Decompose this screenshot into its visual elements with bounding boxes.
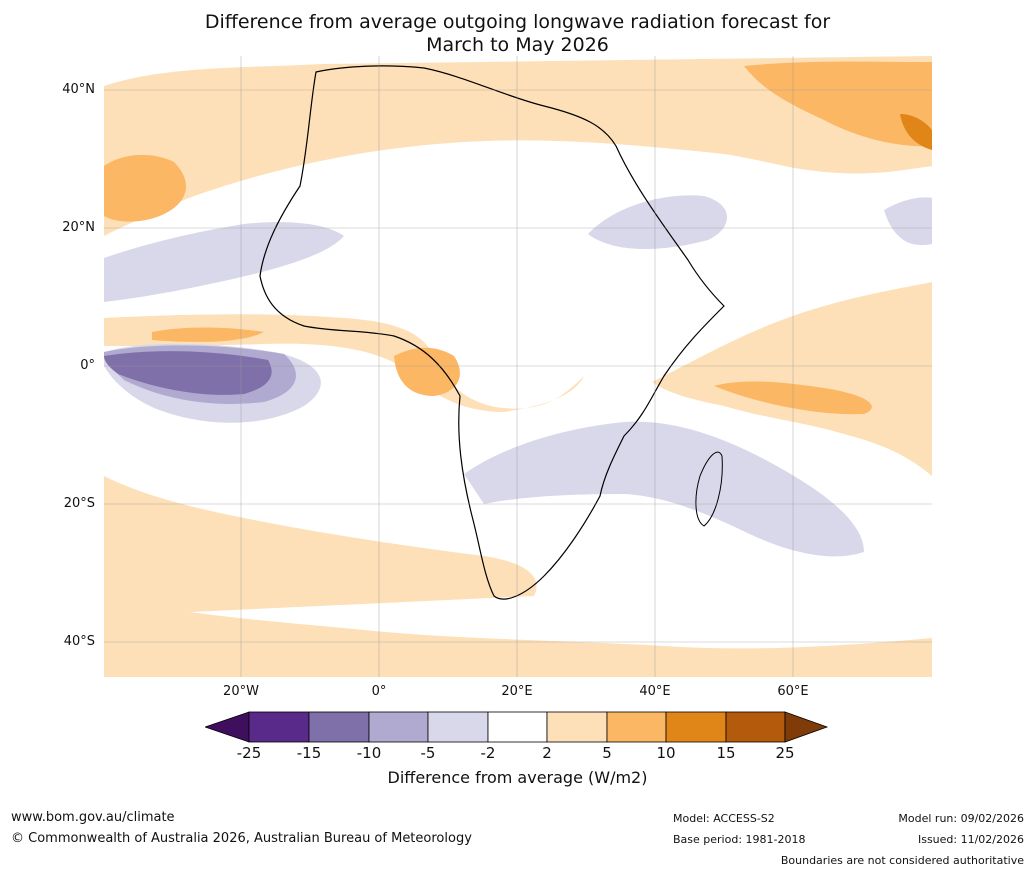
colorbar-segment-5 <box>487 711 548 743</box>
website-link[interactable]: www.bom.gov.au/climate <box>11 810 175 825</box>
lon-label-60e: 60°E <box>777 684 809 699</box>
anomaly-region-red-sea-negative <box>588 195 728 250</box>
colorbar-tick-3: -5 <box>420 744 436 762</box>
anomaly-region-indian-ocean-positive <box>652 282 932 476</box>
anomaly-region-iran-strong <box>900 114 932 150</box>
lat-label-20n: 20°N <box>62 220 95 235</box>
colorbar-segment-10 <box>784 711 829 743</box>
lon-label-20w: 20°W <box>223 684 259 699</box>
base-period-text: Base period: 1981-2018 <box>673 833 806 846</box>
lat-label-0: 0° <box>80 358 95 373</box>
colorbar-segment-9 <box>725 711 786 743</box>
model-run-text: Model run: 09/02/2026 <box>898 812 1024 825</box>
lon-label-0: 0° <box>371 684 387 699</box>
colorbar-tick-9: 25 <box>775 744 795 762</box>
colorbar-tick-0: -25 <box>236 744 262 762</box>
anomaly-region-atlantic-north-negative <box>104 222 344 302</box>
colorbar-segment-4 <box>427 711 489 743</box>
lon-label-40e: 40°E <box>639 684 671 699</box>
model-text: Model: ACCESS-S2 <box>673 812 775 825</box>
colorbar-segment-2 <box>308 711 370 743</box>
grid <box>104 56 932 677</box>
anomaly-region-asia-strong <box>744 61 932 147</box>
disclaimer-text: Boundaries are not considered authoritat… <box>780 854 1024 867</box>
colorbar-segment-8 <box>665 711 727 743</box>
anomaly-region-southern-africa-negative <box>464 421 864 557</box>
colorbar-segment-1 <box>248 711 310 743</box>
colorbar <box>205 711 829 743</box>
colorbar-tick-5: 2 <box>542 744 552 762</box>
colorbar-tick-2: -10 <box>356 744 382 762</box>
map-panel <box>104 56 932 677</box>
anomaly-region-gulf-of-guinea-strong <box>394 347 460 396</box>
map-svg <box>104 56 932 677</box>
anomaly-region-south-atlantic-positive <box>104 476 537 616</box>
colorbar-tick-8: 15 <box>716 744 736 762</box>
lon-label-20e: 20°E <box>501 684 533 699</box>
anomaly-region-atlantic-north-strong <box>104 154 186 222</box>
lat-label-40s: 40°S <box>63 634 95 649</box>
colorbar-label: Difference from average (W/m2) <box>387 768 648 787</box>
colorbar-tick-4: -2 <box>480 744 496 762</box>
lat-label-20s: 20°S <box>63 496 95 511</box>
colorbar-segment-6 <box>546 711 608 743</box>
colorbar-tick-6: 5 <box>602 744 612 762</box>
chart-title-line2: March to May 2026 <box>426 34 609 56</box>
madagascar-coastline <box>695 451 723 527</box>
issued-text: Issued: 11/02/2026 <box>917 833 1024 846</box>
colorbar-segment-3 <box>368 711 429 743</box>
anomaly-region-gulf-strong-negative <box>104 351 272 395</box>
colorbar-tick-1: -15 <box>296 744 322 762</box>
chart-title-line1: Difference from average outgoing longwav… <box>204 11 831 33</box>
colorbar-segment-0 <box>205 711 250 743</box>
anomaly-region-india-negative <box>884 197 932 246</box>
africa-coastline <box>259 65 725 600</box>
colorbar-segment-7 <box>606 711 667 743</box>
anomaly-region-southern-positive <box>104 596 932 677</box>
lat-label-40n: 40°N <box>62 82 95 97</box>
colorbar-tick-7: 10 <box>656 744 676 762</box>
copyright-text: © Commonwealth of Australia 2026, Austra… <box>11 831 472 846</box>
anomaly-region-atlantic-equator-strong <box>152 327 264 342</box>
